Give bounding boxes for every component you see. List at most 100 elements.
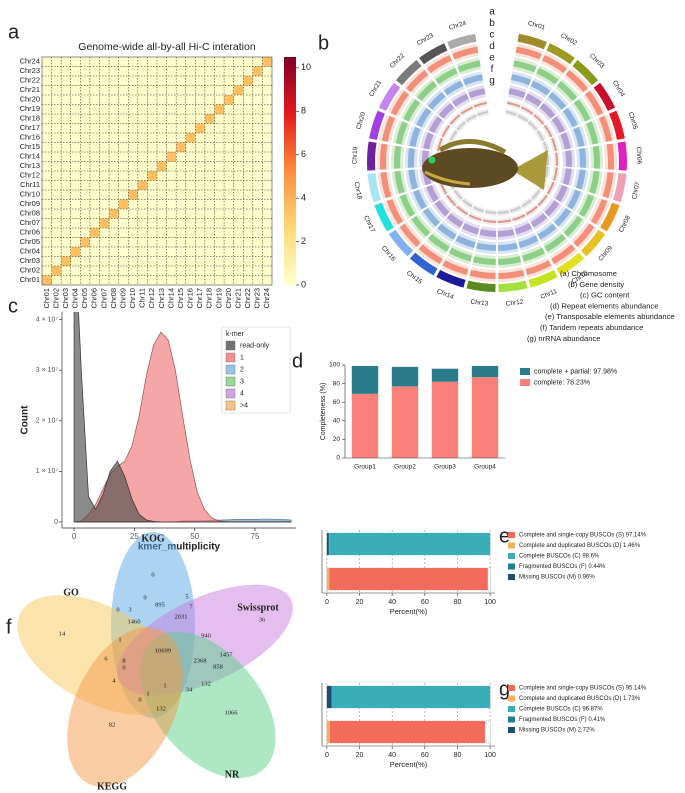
legend-label: 3 bbox=[240, 378, 244, 385]
panel-label: a bbox=[8, 21, 20, 43]
legend-label: 1 bbox=[240, 354, 244, 361]
venn-count: 10699 bbox=[155, 647, 171, 654]
track-signal bbox=[416, 107, 432, 128]
x-axis-label: Percent(%) bbox=[390, 607, 428, 616]
y-tick-label: Chr13 bbox=[20, 161, 40, 170]
y-tick-label: 0 bbox=[336, 455, 340, 462]
y-tick-label: Chr03 bbox=[20, 256, 40, 265]
track-signal bbox=[386, 198, 404, 225]
x-tick-label: 0 bbox=[325, 752, 329, 759]
y-tick-label: Chr05 bbox=[20, 237, 40, 246]
bar-segment bbox=[471, 377, 499, 458]
chromosome-arc bbox=[388, 229, 414, 257]
legend-text: (d) Repeat elements abundance bbox=[550, 301, 659, 310]
track-signal bbox=[441, 124, 451, 138]
y-tick-label: Chr24 bbox=[20, 57, 40, 66]
heatmap-cell bbox=[42, 275, 52, 285]
chromosome-label: Chr23 bbox=[416, 32, 435, 47]
venn-count: 1457 bbox=[220, 651, 234, 658]
y-tick-label: Chr06 bbox=[20, 228, 40, 237]
track-signal bbox=[453, 189, 463, 200]
track-signal bbox=[525, 205, 538, 216]
chromosome-arc bbox=[466, 280, 496, 292]
legend-label: Complete and duplicated BUSCOs (D) 1.46% bbox=[519, 543, 641, 549]
heatmap-cell bbox=[166, 152, 177, 162]
y-tick-label: Chr11 bbox=[20, 180, 40, 189]
venn-count: 6 bbox=[104, 655, 108, 662]
heatmap-cell bbox=[109, 209, 119, 219]
heatmap-cell bbox=[80, 237, 90, 247]
track-signal bbox=[423, 132, 434, 150]
bar-segment bbox=[329, 568, 488, 590]
chromosome-arc bbox=[498, 280, 528, 292]
track-signal bbox=[554, 208, 572, 227]
track-signal bbox=[403, 99, 421, 122]
track-signal bbox=[452, 46, 479, 60]
chromosome-arc bbox=[600, 202, 620, 232]
legend-swatch bbox=[225, 400, 236, 411]
track-signal bbox=[518, 235, 539, 248]
chromosome-label: Chr08 bbox=[618, 214, 632, 233]
track-signal bbox=[462, 223, 480, 235]
chromosome-arc bbox=[409, 252, 438, 276]
track-letter: b bbox=[489, 18, 495, 29]
bar-segment bbox=[331, 686, 333, 708]
heatmap-cell bbox=[89, 228, 100, 238]
track-signal bbox=[399, 194, 416, 218]
legend-swatch bbox=[225, 352, 236, 363]
chromosome-label: Chr01 bbox=[527, 20, 546, 32]
track-signal bbox=[537, 223, 557, 240]
panel-label: b bbox=[318, 32, 329, 54]
venn-count: 3 bbox=[128, 606, 131, 613]
area-series bbox=[73, 312, 292, 523]
x-tick-label: Chr07 bbox=[99, 288, 108, 308]
chromosome-label: Chr15 bbox=[405, 270, 424, 286]
track-letter: c bbox=[490, 30, 495, 41]
x-tick-label: 20 bbox=[356, 752, 364, 759]
track-signal bbox=[508, 88, 526, 99]
track-signal bbox=[537, 194, 548, 207]
track-signal bbox=[506, 101, 521, 108]
heatmap-cell bbox=[224, 95, 234, 105]
track-signal bbox=[544, 166, 549, 179]
panel-label: f bbox=[6, 616, 12, 638]
legend-swatch bbox=[225, 364, 236, 375]
venn-count: 1066 bbox=[225, 709, 239, 716]
track-signal bbox=[517, 114, 529, 122]
chromosome-arc bbox=[447, 33, 477, 50]
track-signal bbox=[589, 170, 600, 194]
track-signal bbox=[521, 199, 532, 208]
plot-area bbox=[73, 312, 292, 523]
y-tick-label: Chr20 bbox=[20, 95, 40, 104]
x-tick-label: 50 bbox=[190, 532, 199, 541]
legend-label: Fragmented BUSCOs (F) 0.41% bbox=[519, 717, 606, 723]
x-tick-label: Chr18 bbox=[205, 288, 214, 308]
venn-count: 132 bbox=[156, 705, 166, 712]
chromosome-arc bbox=[367, 173, 382, 203]
y-tick-label: 80 bbox=[333, 380, 341, 387]
bar-segment bbox=[329, 721, 485, 743]
track-signal bbox=[438, 103, 455, 119]
track-signal bbox=[536, 67, 559, 85]
x-tick-label: 40 bbox=[388, 752, 396, 759]
chromosome-label: Chr19 bbox=[351, 146, 359, 164]
legend-label: Complete and duplicated BUSCOs (D) 1.73% bbox=[519, 696, 641, 702]
track-signal bbox=[585, 90, 604, 116]
chromosome-label: Chr09 bbox=[597, 244, 614, 262]
venn-count: 0 bbox=[122, 664, 125, 671]
track-signal bbox=[606, 143, 615, 170]
chromosome-arc bbox=[436, 269, 466, 288]
heatmap-cell bbox=[118, 199, 129, 209]
x-tick-label: Chr02 bbox=[51, 288, 60, 308]
track-signal bbox=[556, 81, 578, 102]
venn-set-label: GO bbox=[63, 587, 79, 598]
track-signal bbox=[455, 235, 476, 248]
track-signal bbox=[592, 145, 600, 169]
venn-count: 858 bbox=[213, 663, 223, 670]
x-tick-label: 80 bbox=[454, 599, 462, 606]
track-signal bbox=[551, 116, 566, 134]
track-signal bbox=[434, 200, 450, 217]
legend-swatch bbox=[508, 695, 515, 702]
y-tick-label: Chr15 bbox=[20, 142, 40, 151]
